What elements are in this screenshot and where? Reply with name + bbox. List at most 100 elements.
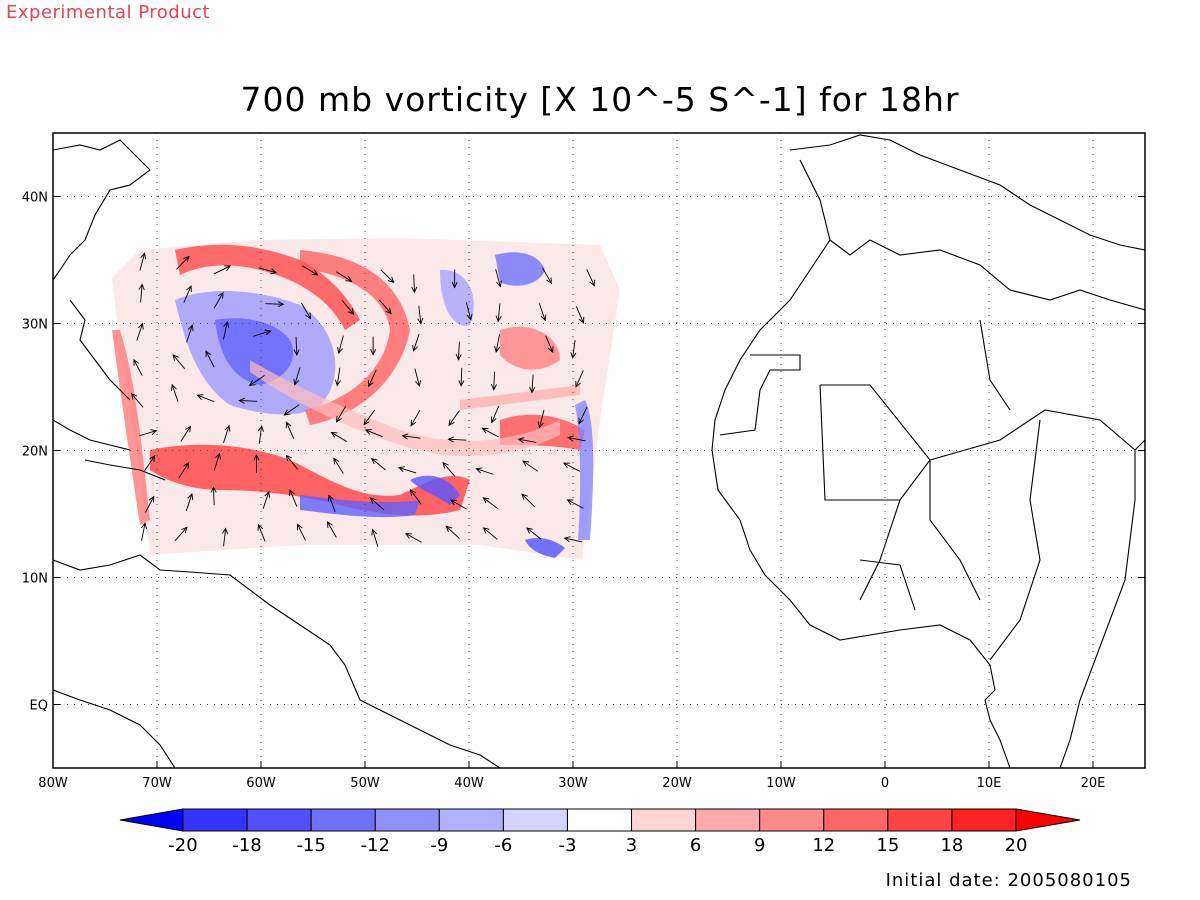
wind-arrow-head xyxy=(448,419,455,427)
wind-arrow-shaft xyxy=(378,299,392,314)
wind-arrow-head xyxy=(187,492,194,500)
wind-arrow-shaft xyxy=(327,521,337,538)
wind-arrow-shaft xyxy=(131,393,144,408)
lon-tick-label: 10W xyxy=(766,776,796,791)
wind-arrow-shaft xyxy=(493,371,495,390)
longitude-axis: 80W 70W 60W 50W 40W 30W 20W 10W 0 10E 20E xyxy=(38,761,1105,791)
wind-arrow-head xyxy=(337,347,343,355)
wind-arrow-shaft xyxy=(402,435,421,439)
wind-arrow-head xyxy=(397,466,405,473)
wind-arrow-shaft xyxy=(522,460,539,472)
experimental-product-label: Experimental Product xyxy=(6,2,211,23)
wind-arrow-shaft xyxy=(133,359,143,376)
wind-arrow-head xyxy=(578,316,585,324)
wind-arrow-head xyxy=(285,421,292,429)
colorbar-label: -15 xyxy=(296,835,325,856)
wind-arrow-head xyxy=(215,452,221,460)
wind-arrow-shaft xyxy=(542,267,552,284)
wind-arrow-head xyxy=(305,312,312,320)
wind-arrow-shaft xyxy=(398,467,417,474)
wind-arrow-head xyxy=(257,424,264,432)
wind-arrow-shaft xyxy=(258,267,277,274)
wind-arrow-shaft xyxy=(495,334,501,353)
wind-arrow-head xyxy=(137,322,144,330)
wind-arrow-head xyxy=(326,520,333,528)
wind-arrow-shaft xyxy=(442,462,456,477)
wind-arrow-shaft xyxy=(450,499,467,510)
wind-arrow-head xyxy=(368,380,374,388)
wind-arrow-head xyxy=(172,354,179,361)
wind-arrow-shaft xyxy=(457,341,460,360)
wind-arrow-head xyxy=(562,462,570,469)
wind-arrow-head xyxy=(409,489,416,496)
wind-arrow-shaft xyxy=(139,430,157,437)
wind-arrow-head xyxy=(224,424,231,432)
colorbar-label: -6 xyxy=(494,835,512,856)
lat-tick-label: 40N xyxy=(22,191,48,206)
wind-arrow-shaft xyxy=(380,269,395,283)
wind-arrow-shaft xyxy=(586,269,595,286)
wind-arrow-head xyxy=(567,435,574,442)
wind-arrow-shaft xyxy=(413,274,415,293)
wind-arrow-head xyxy=(248,380,256,387)
wind-arrow-head xyxy=(540,314,547,322)
wind-arrow-head xyxy=(387,276,395,284)
wind-arrow-shaft xyxy=(183,285,192,303)
wind-arrow-head xyxy=(148,495,155,503)
wind-arrow-shaft xyxy=(223,321,228,340)
wind-arrow-shaft xyxy=(538,303,546,321)
colorbar-label: 3 xyxy=(626,835,637,856)
wind-arrow-shaft xyxy=(575,370,584,387)
wind-arrow-shaft xyxy=(301,302,311,319)
wind-arrow-head xyxy=(335,379,341,387)
wind-arrow-shaft xyxy=(185,493,193,512)
wind-arrow-head xyxy=(223,320,230,328)
wind-arrow-shaft xyxy=(370,497,385,511)
wind-arrow-head xyxy=(529,386,536,394)
wind-arrow-shaft xyxy=(336,271,352,282)
wind-arrow-head xyxy=(293,378,300,386)
wind-arrow-shaft xyxy=(483,527,498,540)
wind-arrow-shaft xyxy=(445,526,460,539)
wind-arrow-shaft xyxy=(295,336,298,355)
wind-arrow-shaft xyxy=(567,499,584,509)
wind-arrow-shaft xyxy=(136,323,143,341)
colorbar-cell xyxy=(310,808,376,832)
lon-tick-label: 20E xyxy=(1081,776,1106,791)
wind-arrow-shaft xyxy=(372,529,379,547)
lon-tick-label: 60W xyxy=(246,776,276,791)
wind-arrow-head xyxy=(253,453,260,461)
colorbar-cell xyxy=(566,808,633,832)
wind-arrow-head xyxy=(311,269,319,276)
wind-arrow-head xyxy=(289,488,295,496)
wind-arrow-head xyxy=(293,349,300,356)
wind-arrow-head xyxy=(285,454,292,462)
colorbar-label: 20 xyxy=(1005,835,1028,856)
wind-arrow-head xyxy=(150,429,158,436)
wind-arrow-shaft xyxy=(223,425,230,443)
wind-arrow-head xyxy=(205,350,212,358)
wind-arrow-shaft xyxy=(139,253,146,271)
wind-arrow-head xyxy=(348,308,355,315)
colorbar-cell xyxy=(887,808,953,832)
wind-arrow-shaft xyxy=(333,458,344,474)
wind-arrow-head xyxy=(466,313,473,321)
wind-arrow-head xyxy=(481,427,489,434)
colorbar-label: -9 xyxy=(430,835,448,856)
wind-arrow-shaft xyxy=(410,489,422,505)
lat-tick-label: 30N xyxy=(22,318,48,333)
wind-arrow-head xyxy=(496,280,502,288)
wind-arrow-shaft xyxy=(141,523,146,541)
wind-arrow-head xyxy=(412,344,418,352)
wind-arrow-head xyxy=(563,536,571,543)
wind-arrow-head xyxy=(410,419,417,427)
wind-arrow-shaft xyxy=(186,325,193,343)
wind-arrow-shaft xyxy=(284,404,300,416)
wind-arrow-shaft xyxy=(531,374,534,393)
lon-tick-label: 20W xyxy=(662,776,692,791)
wind-arrow-head xyxy=(482,497,490,504)
wind-arrow-shaft xyxy=(418,305,422,324)
wind-arrow-head xyxy=(270,268,278,275)
wind-arrow-head xyxy=(537,421,544,429)
lon-tick-label: 40W xyxy=(454,776,484,791)
